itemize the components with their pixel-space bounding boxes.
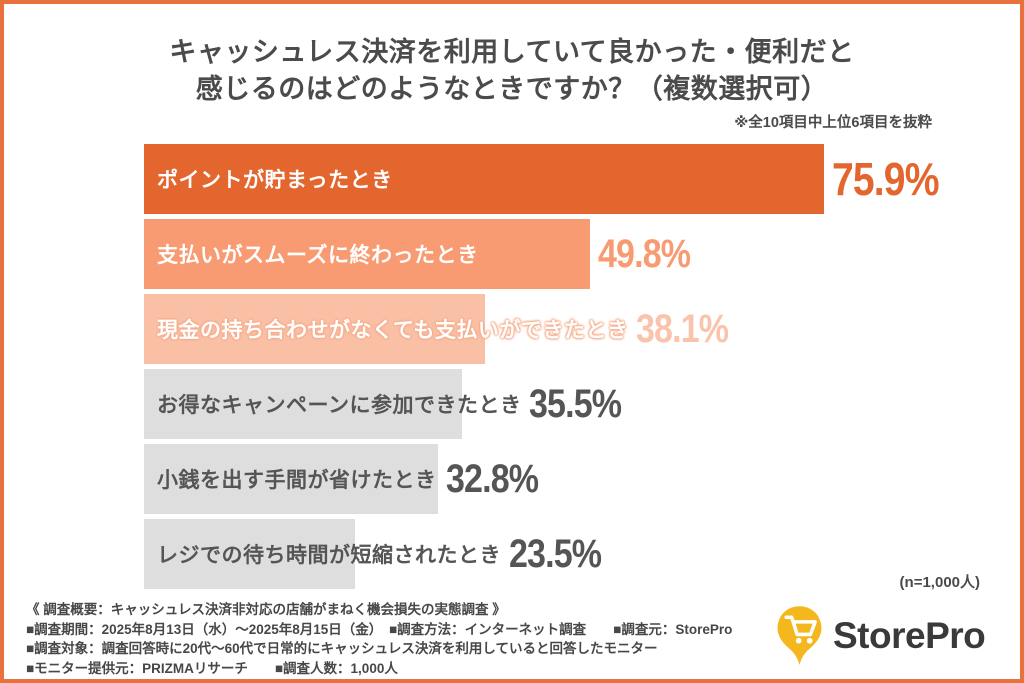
- bar-row: 小銭を出す手間が省けたとき 32.8%: [144, 444, 824, 514]
- bar-chart: ポイントが貯まったとき 75.9% 支払いがスムーズに終わったとき 49.8% …: [144, 144, 939, 594]
- bar-row: お得なキャンペーンに参加できたとき 35.5%: [144, 369, 824, 439]
- bar-label: レジでの待ち時間が短縮されたとき: [157, 544, 501, 567]
- footer-line: ■調査期間：2025年8月13日（水）～2025年8月15日（金） ■調査方法：…: [26, 621, 733, 637]
- bar-row: 支払いがスムーズに終わったとき 49.8%: [144, 219, 824, 289]
- bar-value-label: 49.8%: [598, 231, 691, 276]
- cart-pin-icon: [777, 606, 822, 665]
- bar-value-label: 23.5%: [509, 531, 602, 576]
- bar-label: 現金の持ち合わせがなくても支払いができたとき: [157, 319, 629, 342]
- footer-line: 《 調査概要：キャッシュレス決済非対応の店舗がまねく機会損失の実態調査 》: [26, 602, 506, 617]
- bar-value-label: 35.5%: [529, 381, 622, 426]
- title-line-1: キャッシュレス決済を利用していて良かった・便利だと: [169, 37, 855, 67]
- bar-value-label: 75.9%: [832, 153, 939, 205]
- title-line-2: 感じるのはどのようなときですか？（複数選択可）: [195, 74, 829, 104]
- storepro-logo: StorePro: [776, 604, 986, 668]
- bar-label: お得なキャンペーンに参加できたとき: [157, 394, 522, 417]
- bar-label: 支払いがスムーズに終わったとき: [157, 244, 479, 267]
- bar-row: ポイントが貯まったとき 75.9%: [144, 144, 939, 214]
- bar-value-label: 32.8%: [445, 456, 539, 501]
- bar-row: レジでの待ち時間が短縮されたとき 23.5%: [144, 519, 824, 589]
- footer-line: ■調査対象：調査回答時に20代～60代で日常的にキャッシュレス決済を利用している…: [26, 641, 658, 656]
- bar-label: 小銭を出す手間が省けたとき: [157, 469, 437, 492]
- sample-size-label: (n=1,000人): [899, 574, 980, 591]
- logo-text: StorePro: [833, 615, 986, 656]
- survey-footer: 《 調査概要：キャッシュレス決済非対応の店舗がまねく機会損失の実態調査 》 ■調…: [26, 600, 732, 678]
- bar-fill: [144, 519, 355, 589]
- page-title: キャッシュレス決済を利用していて良かった・便利だと 感じるのはどのようなときです…: [4, 34, 1020, 108]
- bar-fill: [144, 369, 463, 439]
- bar-fill: [144, 219, 591, 289]
- bar-row: 現金の持ち合わせがなくても支払いができたとき 38.1%: [144, 294, 824, 364]
- footer-line: ■モニター提供元：PRIZMAリサーチ ■調査人数：1,000人: [26, 660, 398, 676]
- bar-label: ポイントが貯まったとき: [157, 169, 393, 192]
- chart-note: ※全10項目中上位6項目を抜粋: [734, 115, 932, 131]
- bar-fill: [144, 294, 486, 364]
- bar-value-label: 38.1%: [636, 306, 729, 351]
- bar-fill: [144, 444, 438, 514]
- bar-fill: [144, 144, 824, 214]
